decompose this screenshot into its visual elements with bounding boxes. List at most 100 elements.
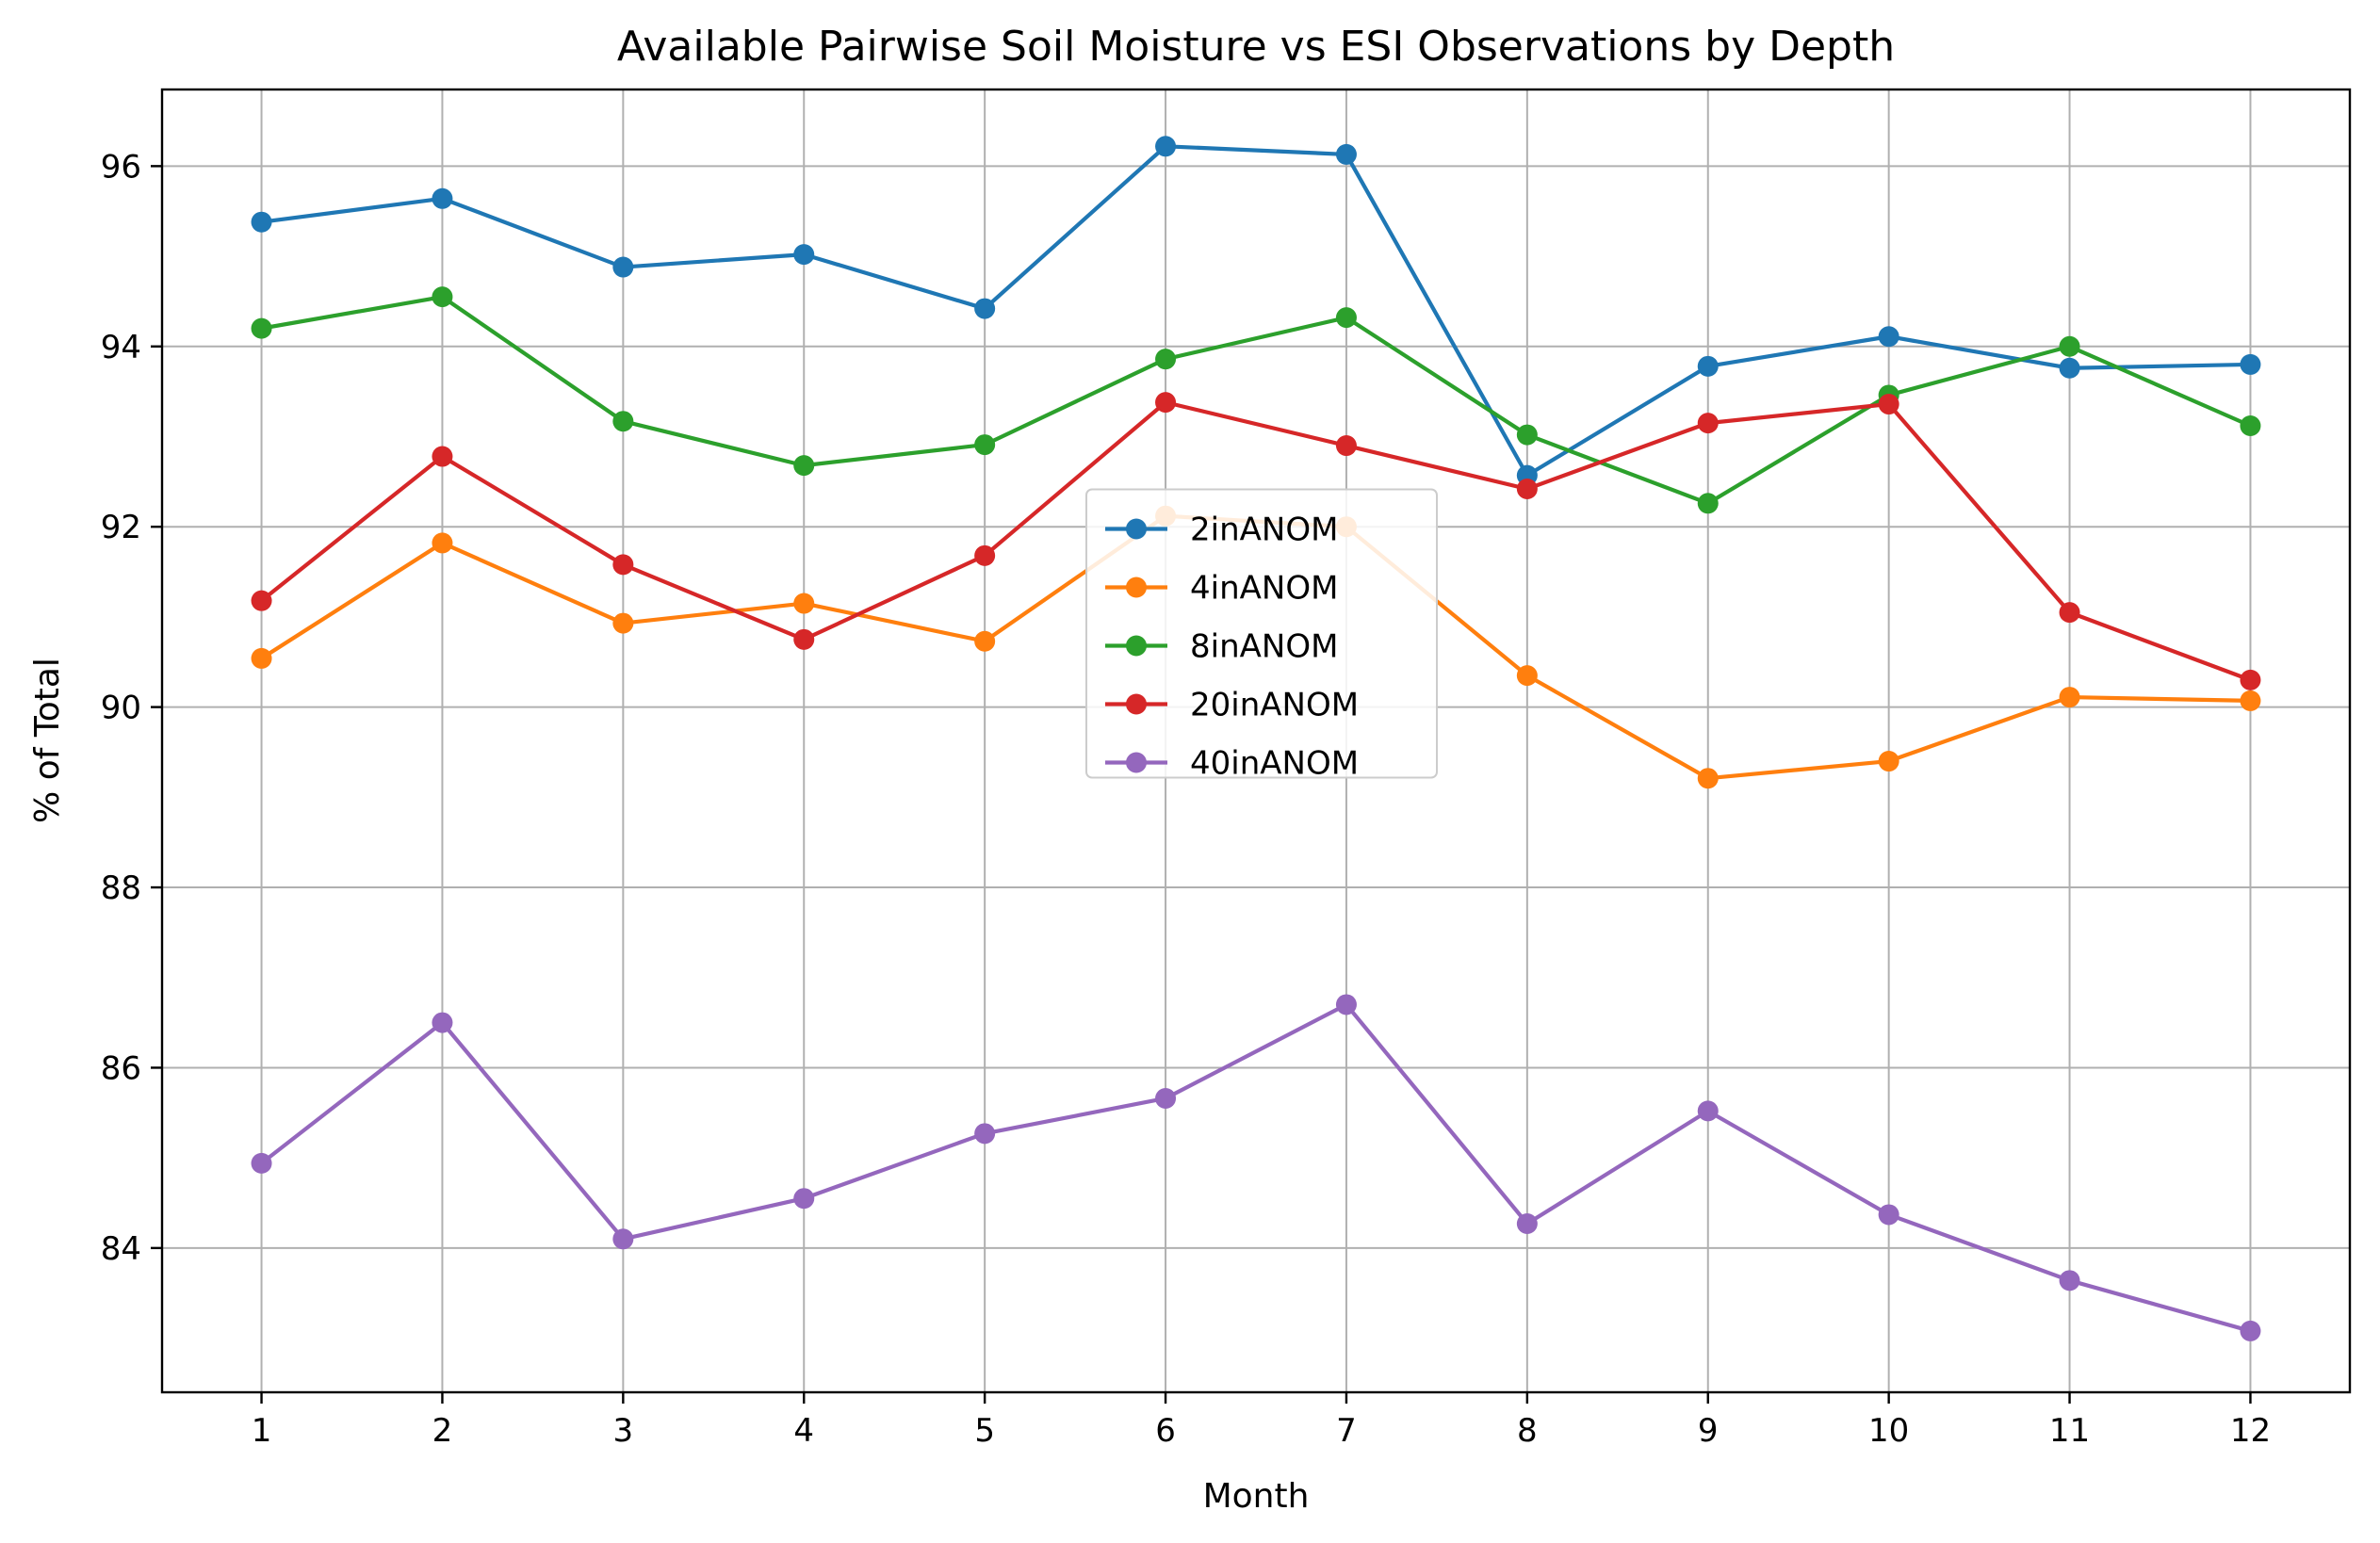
data-point: [432, 286, 453, 308]
data-point: [2240, 669, 2261, 690]
data-point: [793, 1188, 815, 1210]
chart-title: Available Pairwise Soil Moisture vs ESI …: [617, 23, 1895, 71]
legend-label: 20inANOM: [1190, 687, 1359, 724]
data-point: [612, 256, 634, 278]
data-point: [251, 211, 272, 233]
data-point: [974, 434, 996, 456]
legend-entry: 2inANOM: [1105, 512, 1338, 549]
data-point: [612, 1228, 634, 1250]
data-point: [2059, 335, 2080, 357]
data-point: [793, 628, 815, 650]
data-point: [2059, 1270, 2080, 1291]
data-point: [251, 317, 272, 339]
legend-marker: [1126, 635, 1147, 657]
data-point: [1155, 392, 1177, 414]
series-line: [261, 295, 2252, 506]
y-tick-label: 84: [101, 1230, 141, 1268]
x-tick-label: 4: [793, 1412, 814, 1450]
data-point: [2059, 687, 2080, 708]
data-point: [612, 554, 634, 576]
data-point: [1878, 326, 1899, 348]
data-point: [612, 612, 634, 634]
data-point: [1697, 413, 1719, 434]
legend-marker: [1126, 693, 1147, 715]
data-point: [2059, 357, 2080, 379]
legend-marker: [1126, 577, 1147, 598]
data-point: [1155, 1087, 1177, 1109]
data-point: [1155, 349, 1177, 370]
x-tick-label: 6: [1155, 1412, 1176, 1450]
x-tick-label: 5: [974, 1412, 995, 1450]
data-point: [2059, 602, 2080, 624]
legend: 2inANOM 4inANOM 8inANOM 20inANOM 40inANOM: [1085, 488, 1438, 783]
y-tick-label: 92: [101, 509, 141, 546]
data-point: [2240, 414, 2261, 436]
data-point: [974, 630, 996, 652]
data-point: [793, 593, 815, 614]
data-point: [1878, 751, 1899, 772]
data-point: [1335, 994, 1357, 1015]
data-point: [432, 446, 453, 467]
data-point: [1697, 768, 1719, 789]
plot-frame: [160, 88, 2352, 1394]
legend-entry: 40inANOM: [1105, 745, 1359, 783]
series-group: [251, 136, 2261, 1341]
data-point: [432, 532, 453, 554]
legend-entry: 8inANOM: [1105, 628, 1338, 666]
y-tick-label: 90: [101, 690, 141, 727]
data-point: [1878, 1204, 1899, 1226]
data-point: [1155, 136, 1177, 157]
legend-label: 40inANOM: [1190, 745, 1359, 783]
data-point: [793, 244, 815, 266]
data-point: [1516, 478, 1538, 499]
x-tick-label: 7: [1336, 1412, 1357, 1450]
x-tick-label: 1: [252, 1412, 272, 1450]
series-line: [261, 144, 2251, 478]
data-point: [251, 647, 272, 669]
y-tick-label: 86: [101, 1049, 141, 1087]
x-tick-label: 12: [2230, 1412, 2271, 1450]
data-point: [2240, 353, 2261, 375]
x-axis-label: Month: [1203, 1477, 1310, 1516]
legend-entry: 4inANOM: [1105, 570, 1338, 608]
series-8inANOM: [251, 286, 2261, 514]
data-point: [974, 1123, 996, 1145]
legend-box: [1085, 488, 1438, 779]
data-point: [251, 1152, 272, 1174]
legend-label: 8inANOM: [1190, 628, 1338, 666]
data-point: [1335, 143, 1357, 165]
data-point: [1697, 1100, 1719, 1122]
y-axis-label: % of Total: [28, 658, 67, 823]
data-point: [1697, 355, 1719, 377]
data-point: [612, 411, 634, 432]
x-tick-label: 10: [1868, 1412, 1909, 1450]
legend-label: 2inANOM: [1190, 512, 1338, 549]
series-line: [260, 1002, 2252, 1333]
y-tick-label: 88: [101, 869, 141, 907]
series-40inANOM: [251, 994, 2261, 1341]
series-2inANOM: [251, 136, 2261, 486]
x-tick-label: 11: [2049, 1412, 2090, 1450]
data-point: [1516, 1213, 1538, 1235]
y-tick-label: 96: [101, 148, 141, 186]
data-point: [1335, 435, 1357, 457]
data-point: [1516, 665, 1538, 687]
data-point: [251, 590, 272, 611]
data-point: [1335, 307, 1357, 329]
data-point: [2240, 1320, 2261, 1341]
legend-entry: 20inANOM: [1105, 687, 1359, 724]
x-tick-label: 3: [613, 1412, 634, 1450]
data-point: [974, 544, 996, 566]
y-tick-label: 94: [101, 329, 141, 366]
x-tick-label: 9: [1698, 1412, 1719, 1450]
x-tick-label: 8: [1517, 1412, 1538, 1450]
legend-marker: [1126, 518, 1147, 540]
data-point: [1697, 493, 1719, 514]
data-point: [2240, 690, 2261, 711]
data-point: [974, 298, 996, 319]
data-point: [793, 455, 815, 477]
data-point: [1878, 394, 1899, 415]
data-point: [1516, 424, 1538, 446]
